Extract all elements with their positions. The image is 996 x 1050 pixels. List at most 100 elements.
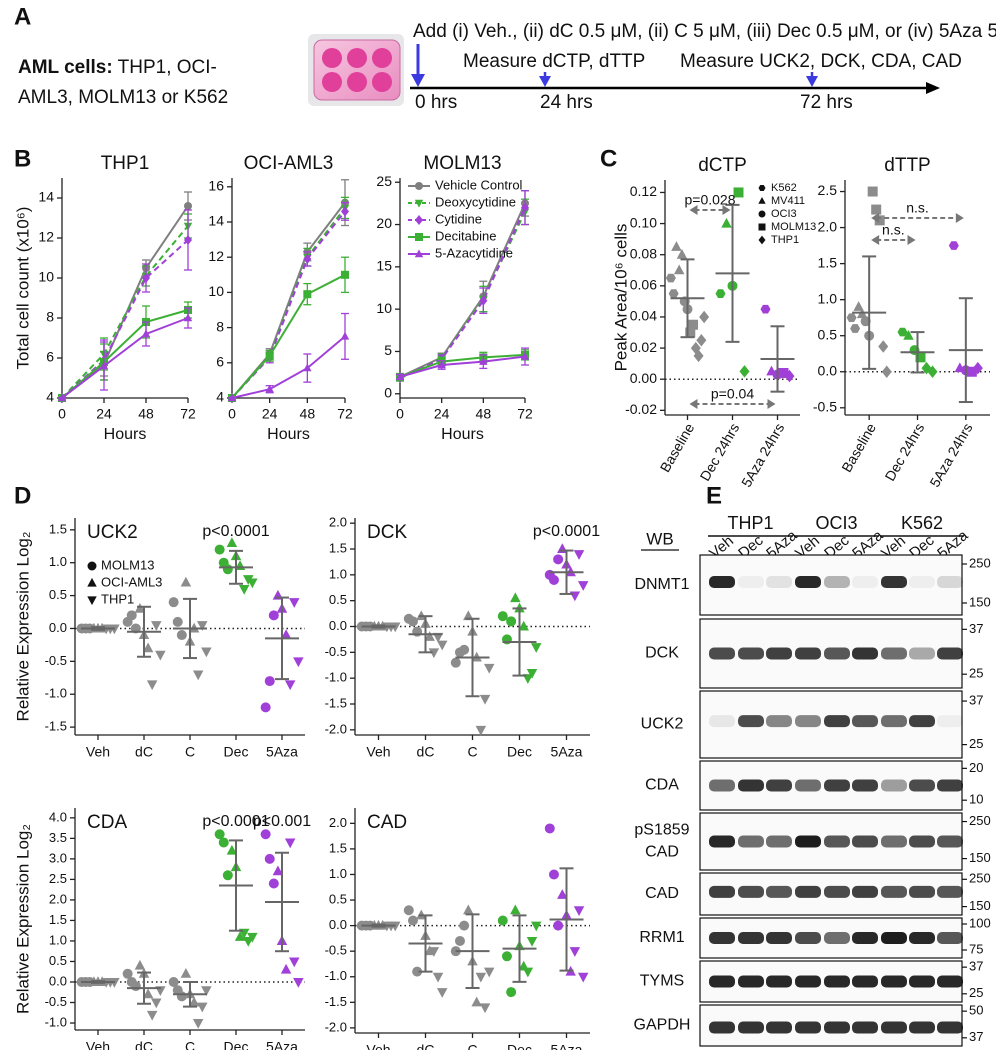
row-label: TYMS	[640, 973, 684, 990]
marker	[432, 632, 444, 643]
marker	[479, 1003, 491, 1014]
measure-text: Measure UCK2, DCK, CDA, CAD	[680, 51, 962, 72]
marker	[407, 616, 418, 627]
x-tick-label: 48	[300, 406, 316, 422]
annotation-arrow-head	[871, 213, 880, 223]
marker	[693, 349, 704, 363]
x-axis-label: Hours	[104, 426, 147, 443]
row-label: UCK2	[641, 716, 684, 733]
marker	[226, 537, 238, 547]
annotation-arrow-head	[722, 205, 731, 215]
timeline-head	[926, 82, 940, 94]
marker	[151, 998, 162, 1009]
marker	[915, 352, 926, 363]
marker	[289, 598, 300, 608]
legend-marker	[758, 184, 766, 192]
plate-image	[308, 34, 404, 106]
x-tick-label: dC	[135, 1039, 153, 1050]
size-marker: 37	[969, 692, 983, 707]
marker	[130, 981, 141, 992]
marker	[530, 643, 542, 653]
marker	[463, 610, 474, 621]
marker	[553, 554, 564, 565]
y-tick-label: 0.0	[329, 618, 347, 633]
chart-title: THP1	[101, 153, 150, 174]
marker	[284, 838, 296, 849]
marker	[871, 204, 882, 215]
y-tick-label: 2.5	[49, 871, 67, 886]
panel-letter: C	[600, 145, 617, 172]
x-tick-label: C	[185, 744, 195, 760]
y-tick-label: 8	[216, 318, 224, 334]
size-marker: 10	[969, 792, 983, 807]
annotation: p=0.028	[685, 192, 736, 208]
y-tick-label: 3.0	[49, 850, 67, 865]
marker	[510, 904, 521, 915]
marker	[573, 550, 585, 560]
marker	[432, 972, 444, 983]
series-line	[399, 353, 526, 378]
group-label: K562	[901, 513, 943, 533]
well	[347, 48, 367, 68]
row-label: CDA	[645, 777, 679, 794]
marker	[197, 621, 208, 631]
legend-label: MOLM13	[771, 221, 816, 233]
legend-marker	[415, 215, 423, 225]
series-line	[231, 210, 346, 399]
y-tick-label: -1.5	[325, 994, 347, 1009]
marker	[260, 829, 271, 840]
chart-title: dCTP	[698, 155, 747, 176]
marker	[475, 972, 487, 983]
blot-band	[852, 576, 878, 588]
size-marker: 250	[969, 555, 991, 570]
marker	[180, 576, 192, 587]
y-tick-label: 1.5	[49, 912, 67, 927]
legend-label: Cytidine	[435, 211, 482, 226]
y-tick-label: -1.0	[45, 686, 67, 701]
legend-label: Decitabine	[435, 228, 496, 243]
legend-label: THP1	[101, 591, 134, 606]
legend-marker	[758, 196, 766, 204]
y-tick-label: 15	[376, 258, 392, 274]
blot-band	[881, 1021, 907, 1034]
blot-band	[766, 779, 792, 792]
blot-band	[937, 835, 963, 848]
marker	[142, 642, 154, 653]
blot-band	[709, 715, 735, 728]
marker	[548, 575, 559, 585]
blot-band	[881, 885, 907, 898]
annotation-arrow-head	[689, 399, 698, 409]
marker	[238, 585, 250, 595]
x-tick-label: 24	[96, 406, 112, 422]
size-marker: 150	[969, 594, 991, 609]
blot-band	[795, 975, 821, 988]
y-axis-label: Relative Expression Log₂	[13, 824, 32, 1014]
timepoint: 72 hrs	[800, 92, 853, 113]
y-tick-label: 1.0	[329, 566, 347, 581]
annotation-arrow-head	[955, 213, 964, 223]
panel-letter: B	[14, 145, 31, 172]
blot-band	[738, 647, 764, 660]
x-tick-label: Veh	[366, 744, 390, 760]
blot-band	[795, 647, 821, 660]
marker	[201, 647, 212, 658]
well	[347, 72, 367, 92]
marker	[557, 889, 568, 899]
marker	[501, 951, 512, 962]
marker	[284, 680, 296, 691]
row-label: CAD	[645, 885, 679, 902]
y-tick-label: 0.02	[630, 339, 657, 355]
row-label: GAPDH	[634, 1017, 691, 1034]
blot-band	[852, 885, 878, 898]
x-tick-label: Veh	[86, 1039, 110, 1050]
blot-band	[738, 835, 764, 848]
blot-band	[824, 715, 850, 728]
marker	[226, 844, 238, 855]
marker	[479, 295, 488, 306]
y-tick-label: 1.0	[818, 290, 838, 306]
marker	[264, 853, 275, 864]
marker	[260, 702, 271, 713]
size-marker: 37	[969, 1029, 983, 1044]
cells-line: AML3, MOLM13 or K562	[18, 87, 228, 108]
chart-title: DCK	[367, 522, 407, 543]
